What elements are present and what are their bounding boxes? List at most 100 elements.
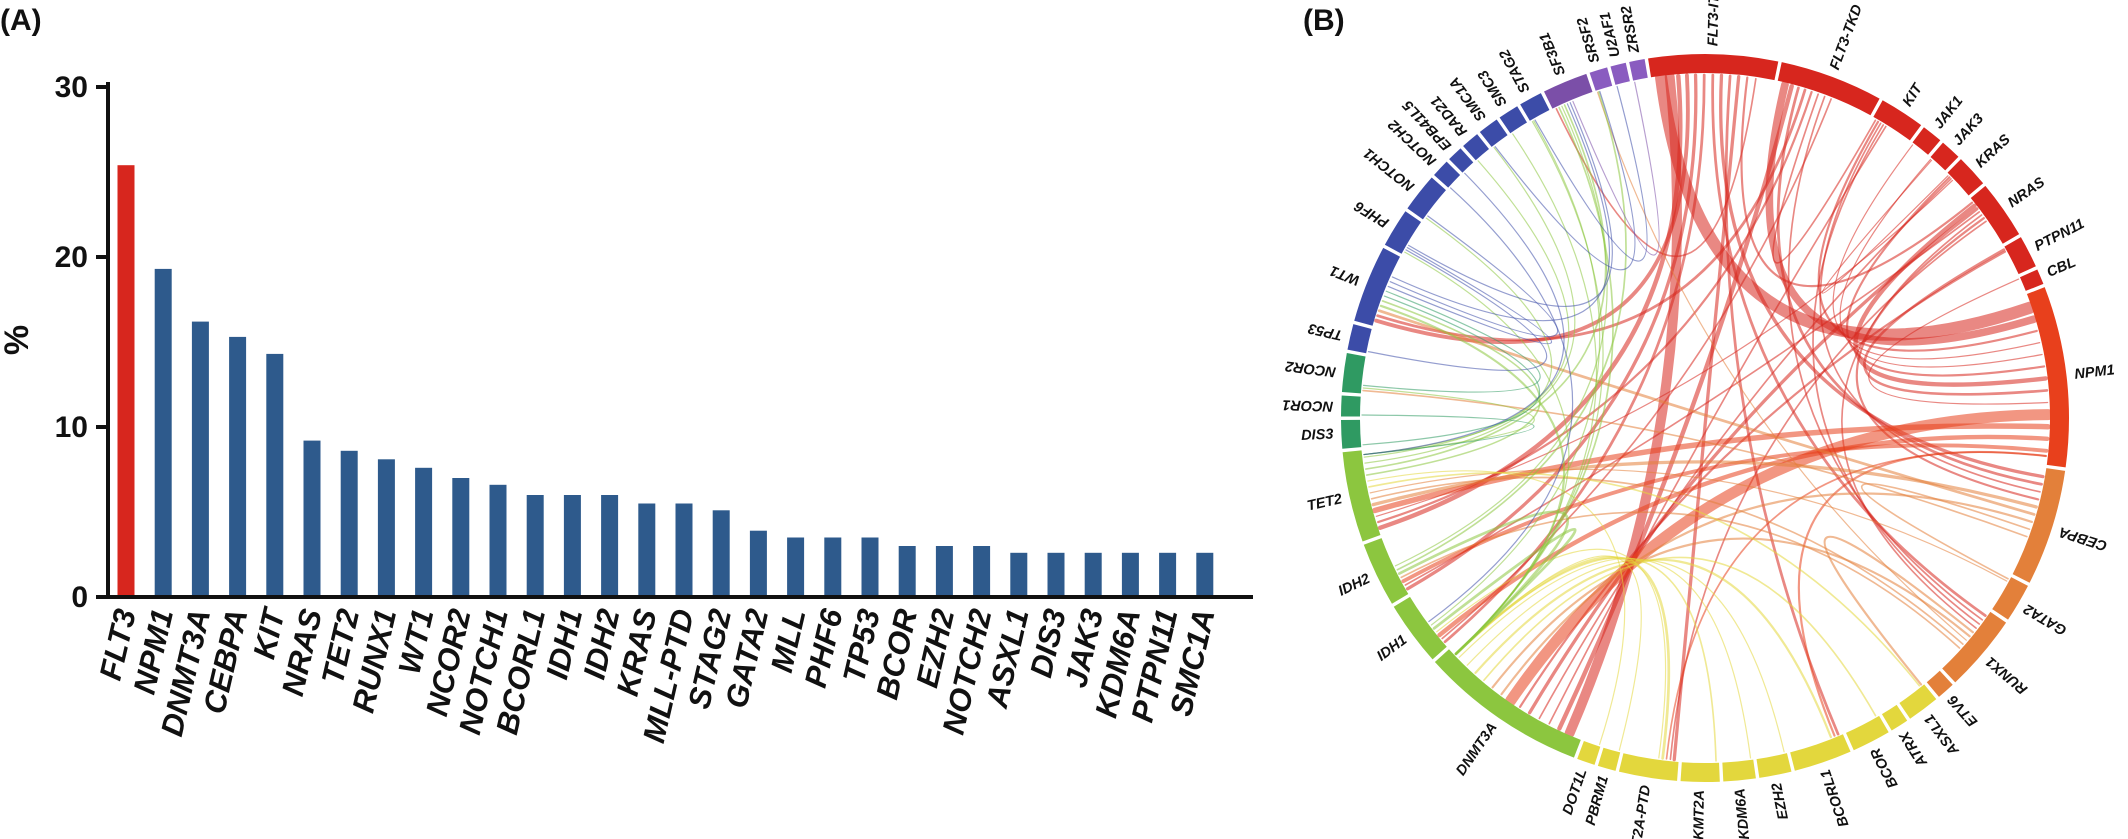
segment-arc-smc3 [1499,106,1527,134]
segment-arc-wt1 [1354,247,1401,326]
chord-link [1474,558,1832,739]
y-tick-label: 10 [55,411,88,444]
segment-label: DNMT3A [1453,720,1500,779]
chord-link [1389,215,1559,338]
chord-link [1861,482,2031,580]
chord-link [1400,511,1961,649]
segment-label: IDH2 [1336,571,1373,600]
bar-dnmt3a [191,321,209,597]
segment-label: NRAS [2005,174,2048,211]
chord-link [1443,73,1706,644]
segment-label: FLT3-ITD [1705,0,1722,46]
x-axis-ticks: FLT3NPM1DNMT3ACEBPAKITNRASTET2RUNX1WT1NC… [93,603,1222,746]
chord-link [1405,73,1698,591]
chord-link [1832,144,2041,360]
segment-label: PHF6 [1351,197,1392,231]
chord-link [1397,510,1570,656]
bar-runx1 [377,459,395,597]
segment-arc-kmt2a [1680,762,1720,782]
segment-label: GATA2 [2021,600,2070,638]
chord-link [1863,248,2049,396]
segment-arc-ncor2 [1341,353,1366,394]
bar-flt3 [117,165,135,597]
segment-arc-sf3b1 [1544,73,1593,109]
chord-link [1823,535,1974,686]
segment-arc-cebpa [2012,468,2066,583]
chord-link [1557,83,1794,731]
segment-arc-nras [1970,185,2020,244]
segment-arc-flt3-tkd [1777,62,1880,116]
segment-label: KRAS [1973,131,2014,171]
bar-ncor2 [452,478,470,597]
segment-arc-kras [1947,159,1984,196]
segment-label: IDH1 [1374,632,1410,664]
segment-arc-bcor [1845,715,1889,751]
bar-kras [638,503,656,597]
segment-label: PBRM1 [1583,774,1612,827]
y-tick-label: 20 [55,241,88,274]
segment-arc-asxl1 [1899,684,1937,719]
segment-arc-etv6 [1926,670,1953,697]
segment-arc-dis3 [1341,419,1362,449]
chord-link [1361,414,1535,456]
bar-nras [303,440,321,597]
segment-arc-tp53 [1347,324,1372,354]
panel-a-label: (A) [0,4,42,37]
chord-link [1441,98,1832,640]
chord-link [1839,158,2043,368]
chord-link [1665,451,2047,760]
panel-b-label: (B) [1303,4,1345,37]
segment-label: WT1 [1328,262,1362,288]
chord-link [1387,247,1552,345]
segment-arc-idh1 [1393,596,1447,660]
bar-stag2 [712,510,730,597]
bar-chart: % 0 10 20 30 FLT3NPM1DNMT3ACEBPAKITNRASTET2… [0,71,1253,746]
chord-link [1428,187,1574,623]
bar-dis3 [1047,552,1065,597]
chord-link [1454,555,1671,760]
chord-link [1370,476,1964,645]
segment-arc-runx1 [1942,611,2007,683]
segment-label: SF3B1 [1537,30,1569,78]
segment-label: ZRSR2 [1618,4,1643,55]
bar-idh2 [601,495,619,597]
chord-link [1369,468,2008,582]
bar-bcor [898,546,916,597]
segment-label: NCOR2 [1285,357,1337,379]
y-tick-label: 30 [55,71,88,104]
chord-link [1401,443,2049,584]
chord-link [1494,90,1636,271]
chord-link [1364,146,1576,464]
bar-mll [787,537,805,597]
chord-link [1572,81,1660,256]
chord-link [1724,74,1840,736]
bar-jak3 [1084,552,1102,597]
chord-link [1548,125,1887,725]
segment-label: RUNX1 [1983,653,2031,697]
segment-label: TP53 [1307,320,1344,343]
bar-smc1a [1196,552,1214,597]
segment-label: KDM6A [1732,788,1753,839]
bar-phf6 [824,537,842,597]
segment-label: NPM1 [2074,362,2116,383]
chord-link [1436,548,1667,759]
bar-tp53 [861,537,879,597]
chord-link [1711,73,1987,618]
chord-link [1538,178,1952,720]
chord-link [1505,409,2054,707]
bar-notch2 [973,546,991,597]
chord-link [1817,120,2038,352]
segment-arc-ezh2 [1756,753,1792,778]
chord-link [1819,122,2041,493]
segment-label: KMT2A-PTD [1625,784,1654,839]
chord-link [1491,537,1971,689]
bar-ptpn11 [1159,552,1177,597]
segment-label: CEBPA [2057,523,2109,553]
segment-arc-notch1 [1407,177,1446,220]
segment-label: ETV6 [1944,691,1981,729]
chord-link [1394,105,1608,567]
bar-kit [266,353,284,597]
segment-label: EZH2 [1769,781,1792,820]
segment-arc-kmt2a-ptd [1618,753,1679,781]
